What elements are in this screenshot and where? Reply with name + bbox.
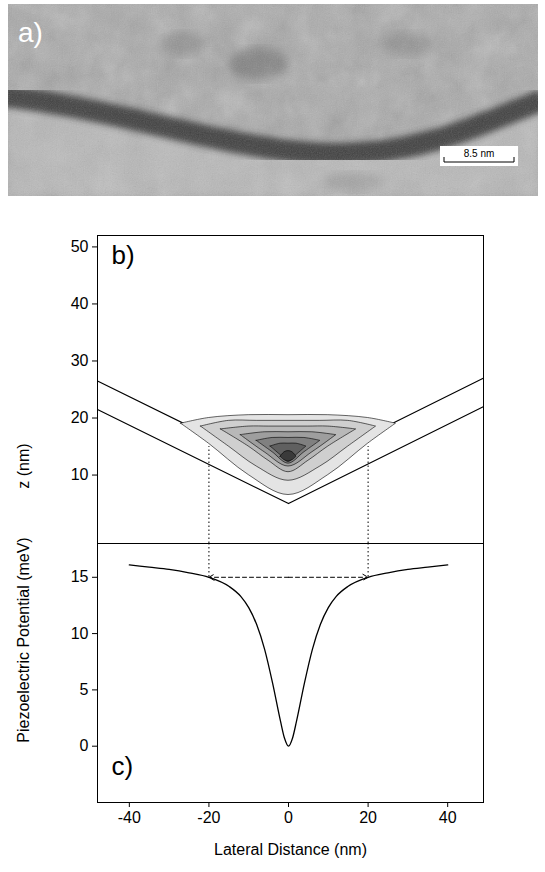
html-text:z (nm): z (nm) — [15, 443, 32, 489]
svg-text:40: 40 — [71, 295, 89, 312]
svg-text:10: 10 — [71, 466, 89, 483]
svg-text:10: 10 — [71, 625, 89, 642]
svg-text:-40: -40 — [118, 809, 141, 826]
svg-text:c): c) — [112, 751, 134, 781]
svg-text:20: 20 — [71, 409, 89, 426]
svg-text:50: 50 — [71, 238, 89, 255]
svg-text:a): a) — [18, 17, 43, 48]
svg-text:8.5 nm: 8.5 nm — [464, 148, 495, 159]
svg-text:Lateral Distance (nm): Lateral Distance (nm) — [214, 841, 367, 858]
svg-text:20: 20 — [359, 809, 377, 826]
svg-text:b): b) — [112, 240, 135, 270]
html-text:Piezoelectric Potential (meV): Piezoelectric Potential (meV) — [15, 537, 32, 743]
svg-text:0: 0 — [80, 737, 89, 754]
svg-text:40: 40 — [439, 809, 457, 826]
svg-text:15: 15 — [71, 568, 89, 585]
svg-text:30: 30 — [71, 352, 89, 369]
svg-text:-20: -20 — [197, 809, 220, 826]
svg-text:5: 5 — [80, 681, 89, 698]
svg-text:0: 0 — [284, 809, 293, 826]
